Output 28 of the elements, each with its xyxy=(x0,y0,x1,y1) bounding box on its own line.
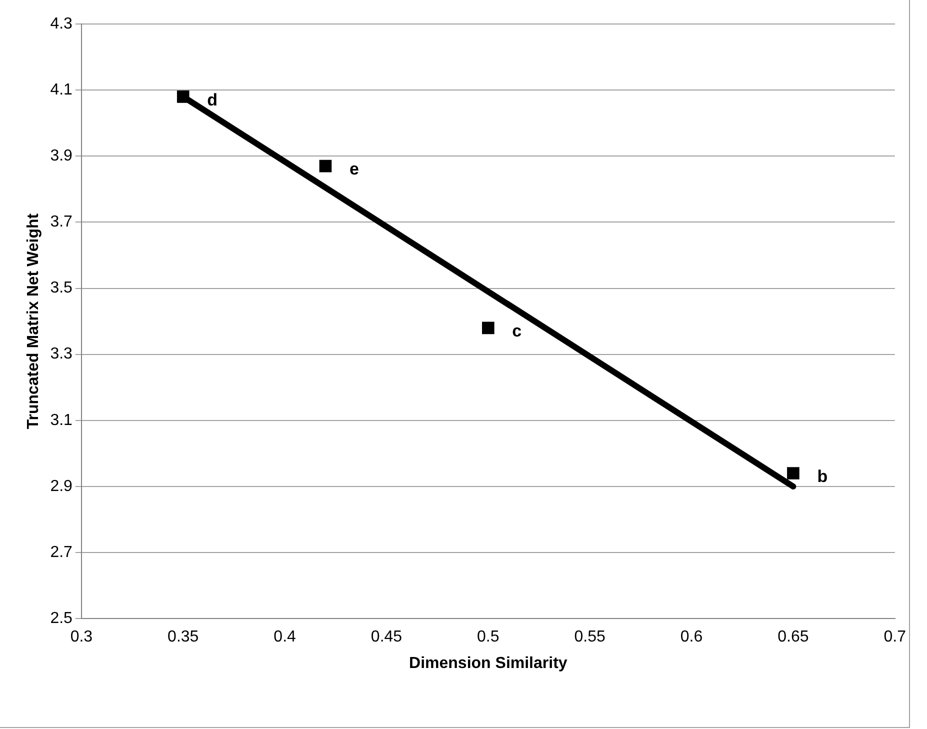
x-tick-label: 0.45 xyxy=(370,628,402,646)
point xyxy=(319,160,332,172)
y-tick-label: 2.5 xyxy=(50,610,73,628)
x-tick-label: 0.6 xyxy=(680,628,703,646)
point xyxy=(787,467,800,480)
y-tick-label: 3.1 xyxy=(50,412,73,429)
y-tick-label: 3.5 xyxy=(50,280,73,297)
annotation: c xyxy=(512,322,522,341)
annotation: e xyxy=(349,160,359,179)
x-tick-label: 0.55 xyxy=(574,628,606,646)
y-tick-label: 4.3 xyxy=(50,15,73,32)
y-tick-label: 2.7 xyxy=(50,544,73,561)
y-tick-label: 3.3 xyxy=(50,346,73,363)
x-tick-label: 0.4 xyxy=(274,628,296,646)
x-tick-label: 0.3 xyxy=(70,628,93,646)
y-tick-label: 2.9 xyxy=(50,478,73,495)
y-tick-label: 3.9 xyxy=(50,148,73,165)
y-axis-title: Truncated Matrix Net Weight xyxy=(25,212,42,430)
y-tick-label: 4.1 xyxy=(50,81,73,98)
x-tick-label: 0.5 xyxy=(477,628,500,646)
x-tick-label: 0.7 xyxy=(884,628,906,646)
y-tick-label: 3.7 xyxy=(50,214,73,231)
annotation: b xyxy=(817,466,828,486)
x-axis-title: Dimension Similarity xyxy=(409,654,568,672)
x-tick-label: 0.35 xyxy=(168,628,199,646)
annotation: d xyxy=(207,90,218,110)
point xyxy=(482,322,494,334)
x-tick-label: 0.65 xyxy=(778,628,809,646)
